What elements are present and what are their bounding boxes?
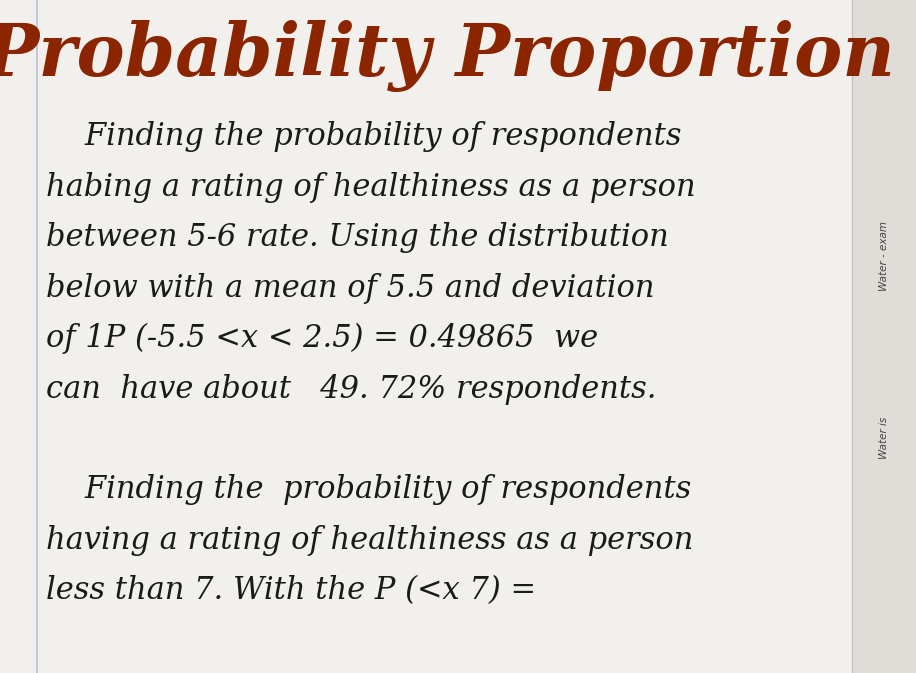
Text: Probability Proportion: Probability Proportion: [0, 20, 895, 92]
Bar: [852, 0, 916, 673]
Text: between 5-6 rate. Using the distribution: between 5-6 rate. Using the distribution: [46, 222, 669, 253]
Text: below with a mean of 5.5 and deviation: below with a mean of 5.5 and deviation: [46, 273, 654, 304]
Text: Water is: Water is: [879, 417, 889, 458]
Text: of 1P (-5.5 <x < 2.5) = 0.49865  we: of 1P (-5.5 <x < 2.5) = 0.49865 we: [46, 323, 598, 354]
Text: habing a rating of healthiness as a person: habing a rating of healthiness as a pers…: [46, 172, 695, 203]
Text: can  have about   49. 72% respondents.: can have about 49. 72% respondents.: [46, 374, 656, 404]
Text: Water - exam: Water - exam: [879, 221, 889, 291]
Text: having a rating of healthiness as a person: having a rating of healthiness as a pers…: [46, 525, 693, 556]
Text: Finding the  probability of respondents: Finding the probability of respondents: [46, 474, 691, 505]
Text: less than 7. With the P (<x 7) =: less than 7. With the P (<x 7) =: [46, 575, 536, 606]
Text: Finding the probability of respondents: Finding the probability of respondents: [46, 121, 682, 152]
